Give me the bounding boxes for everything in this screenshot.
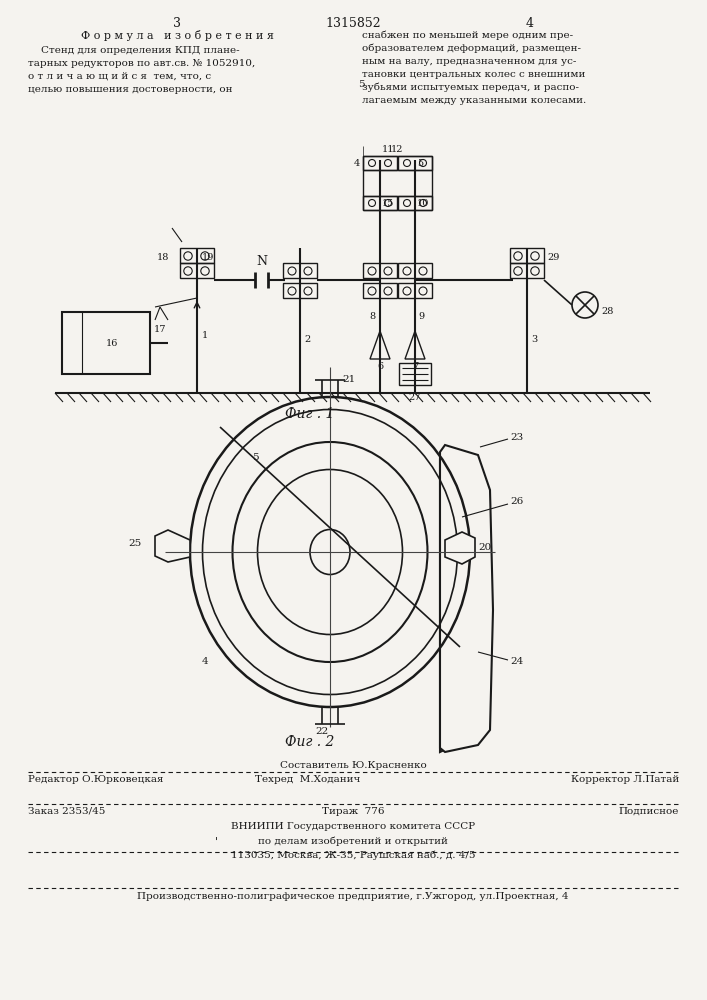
- Text: 4: 4: [354, 158, 360, 167]
- Text: 28: 28: [601, 306, 614, 316]
- Text: 2: 2: [304, 336, 310, 344]
- Text: 17: 17: [153, 325, 166, 334]
- Text: 29: 29: [547, 252, 559, 261]
- Text: Подписное: Подписное: [619, 807, 679, 816]
- Bar: [398, 283, 432, 298]
- Text: Корректор Л.Патай: Корректор Л.Патай: [571, 775, 679, 784]
- Bar: [363, 263, 397, 278]
- Text: 11: 11: [382, 145, 395, 154]
- Text: 20: 20: [478, 542, 491, 552]
- Bar: [510, 248, 544, 263]
- Polygon shape: [370, 331, 390, 359]
- Text: Заказ 2353/45: Заказ 2353/45: [28, 807, 105, 816]
- Text: 1315852: 1315852: [325, 17, 381, 30]
- Bar: [363, 196, 397, 210]
- Text: 113035, Москва, Ж-35, Раушская наб., д. 4/5: 113035, Москва, Ж-35, Раушская наб., д. …: [230, 851, 475, 860]
- Bar: [62, 312, 150, 374]
- Text: по делам изобретений и открытий: по делам изобретений и открытий: [258, 837, 448, 846]
- Text: 22: 22: [315, 727, 329, 736]
- Bar: [363, 283, 397, 298]
- Text: 5: 5: [417, 158, 423, 167]
- Text: 27: 27: [409, 393, 421, 402]
- Text: 12: 12: [390, 145, 403, 154]
- Polygon shape: [405, 331, 425, 359]
- Text: 5: 5: [252, 452, 258, 462]
- Text: 1: 1: [202, 330, 209, 340]
- Polygon shape: [155, 530, 190, 562]
- PathPatch shape: [440, 445, 493, 752]
- Bar: [510, 263, 544, 278]
- Text: 6: 6: [377, 362, 383, 371]
- Bar: [283, 263, 317, 278]
- Text: Тираж  776: Тираж 776: [322, 807, 384, 816]
- Text: 26: 26: [510, 497, 523, 506]
- Text: 4: 4: [201, 658, 209, 666]
- Polygon shape: [440, 460, 490, 752]
- Text: 8: 8: [370, 312, 376, 321]
- Text: Ф о р м у л а   и з о б р е т е н и я: Ф о р м у л а и з о б р е т е н и я: [81, 30, 274, 41]
- Text: 7: 7: [412, 362, 418, 371]
- Text: Техред  М.Ходанич: Техред М.Ходанич: [255, 775, 361, 784]
- Text: N: N: [257, 255, 267, 268]
- Text: Производственно-полиграфическое предприятие, г.Ужгород, ул.Проектная, 4: Производственно-полиграфическое предприя…: [137, 892, 568, 901]
- Bar: [283, 283, 317, 298]
- Text: 23: 23: [510, 432, 523, 442]
- Text: Составитель Ю.Красненко: Составитель Ю.Красненко: [280, 761, 426, 770]
- Text: 10: 10: [417, 198, 429, 208]
- Text: снабжен по меньшей мере одним пре-
образователем деформаций, размещен-
ным на ва: снабжен по меньшей мере одним пре- образ…: [362, 30, 586, 105]
- Text: 4: 4: [526, 17, 534, 30]
- Bar: [398, 156, 432, 170]
- Text: 3: 3: [531, 336, 537, 344]
- Text: 5: 5: [358, 80, 365, 89]
- Text: 16: 16: [106, 338, 118, 348]
- Text: 3: 3: [173, 17, 181, 30]
- Text: 18: 18: [157, 252, 169, 261]
- Text: ': ': [215, 837, 218, 847]
- Text: Фиг . 2: Фиг . 2: [286, 735, 334, 749]
- Text: 25: 25: [129, 540, 142, 548]
- Text: Фиг . 1: Фиг . 1: [286, 407, 334, 421]
- Bar: [398, 196, 432, 210]
- Bar: [180, 263, 214, 278]
- Polygon shape: [445, 532, 475, 564]
- Bar: [363, 156, 397, 170]
- Text: 9: 9: [418, 312, 424, 321]
- Text: ВНИИПИ Государственного комитета СССР: ВНИИПИ Государственного комитета СССР: [231, 822, 475, 831]
- Bar: [398, 263, 432, 278]
- Text: Стенд для определения КПД плане-
тарных редукторов по авт.св. № 1052910,
о т л и: Стенд для определения КПД плане- тарных …: [28, 46, 255, 94]
- Text: 21: 21: [342, 375, 355, 384]
- Text: 19: 19: [202, 252, 214, 261]
- Text: 15: 15: [382, 198, 395, 208]
- Text: Редактор О.Юрковецкая: Редактор О.Юрковецкая: [28, 775, 163, 784]
- Bar: [180, 248, 214, 263]
- Bar: [399, 363, 431, 385]
- Text: 24: 24: [510, 658, 523, 666]
